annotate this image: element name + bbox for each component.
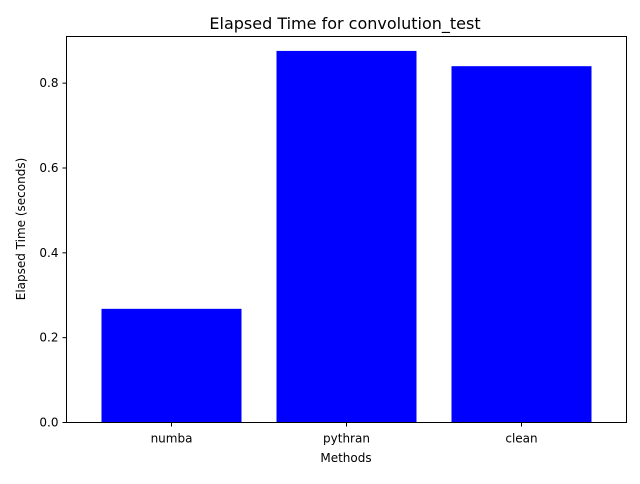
plot-frame — [66, 36, 627, 423]
bars-layer — [101, 50, 592, 423]
bar-pythran — [276, 50, 417, 423]
y-tick-label: 0.2 — [39, 331, 58, 345]
y-tick-label: 0.4 — [39, 246, 58, 260]
x-axis-label: Methods — [320, 451, 371, 465]
y-tick-label: 0.8 — [39, 76, 58, 90]
bar-numba — [101, 308, 242, 423]
x-tick-label: pythran — [323, 432, 370, 446]
x-tick-label: numba — [151, 432, 193, 446]
x-axis-ticks: numba pythran clean — [151, 422, 538, 446]
y-axis-ticks: 0.0 0.2 0.4 0.6 0.8 — [39, 76, 67, 430]
y-tick-label: 0.0 — [39, 416, 58, 430]
y-axis-label: Elapsed Time (seconds) — [14, 158, 28, 301]
x-tick-label: clean — [505, 432, 537, 446]
chart-title: Elapsed Time for convolution_test — [209, 14, 480, 34]
bar-clean — [451, 66, 592, 423]
y-tick-label: 0.6 — [39, 161, 58, 175]
